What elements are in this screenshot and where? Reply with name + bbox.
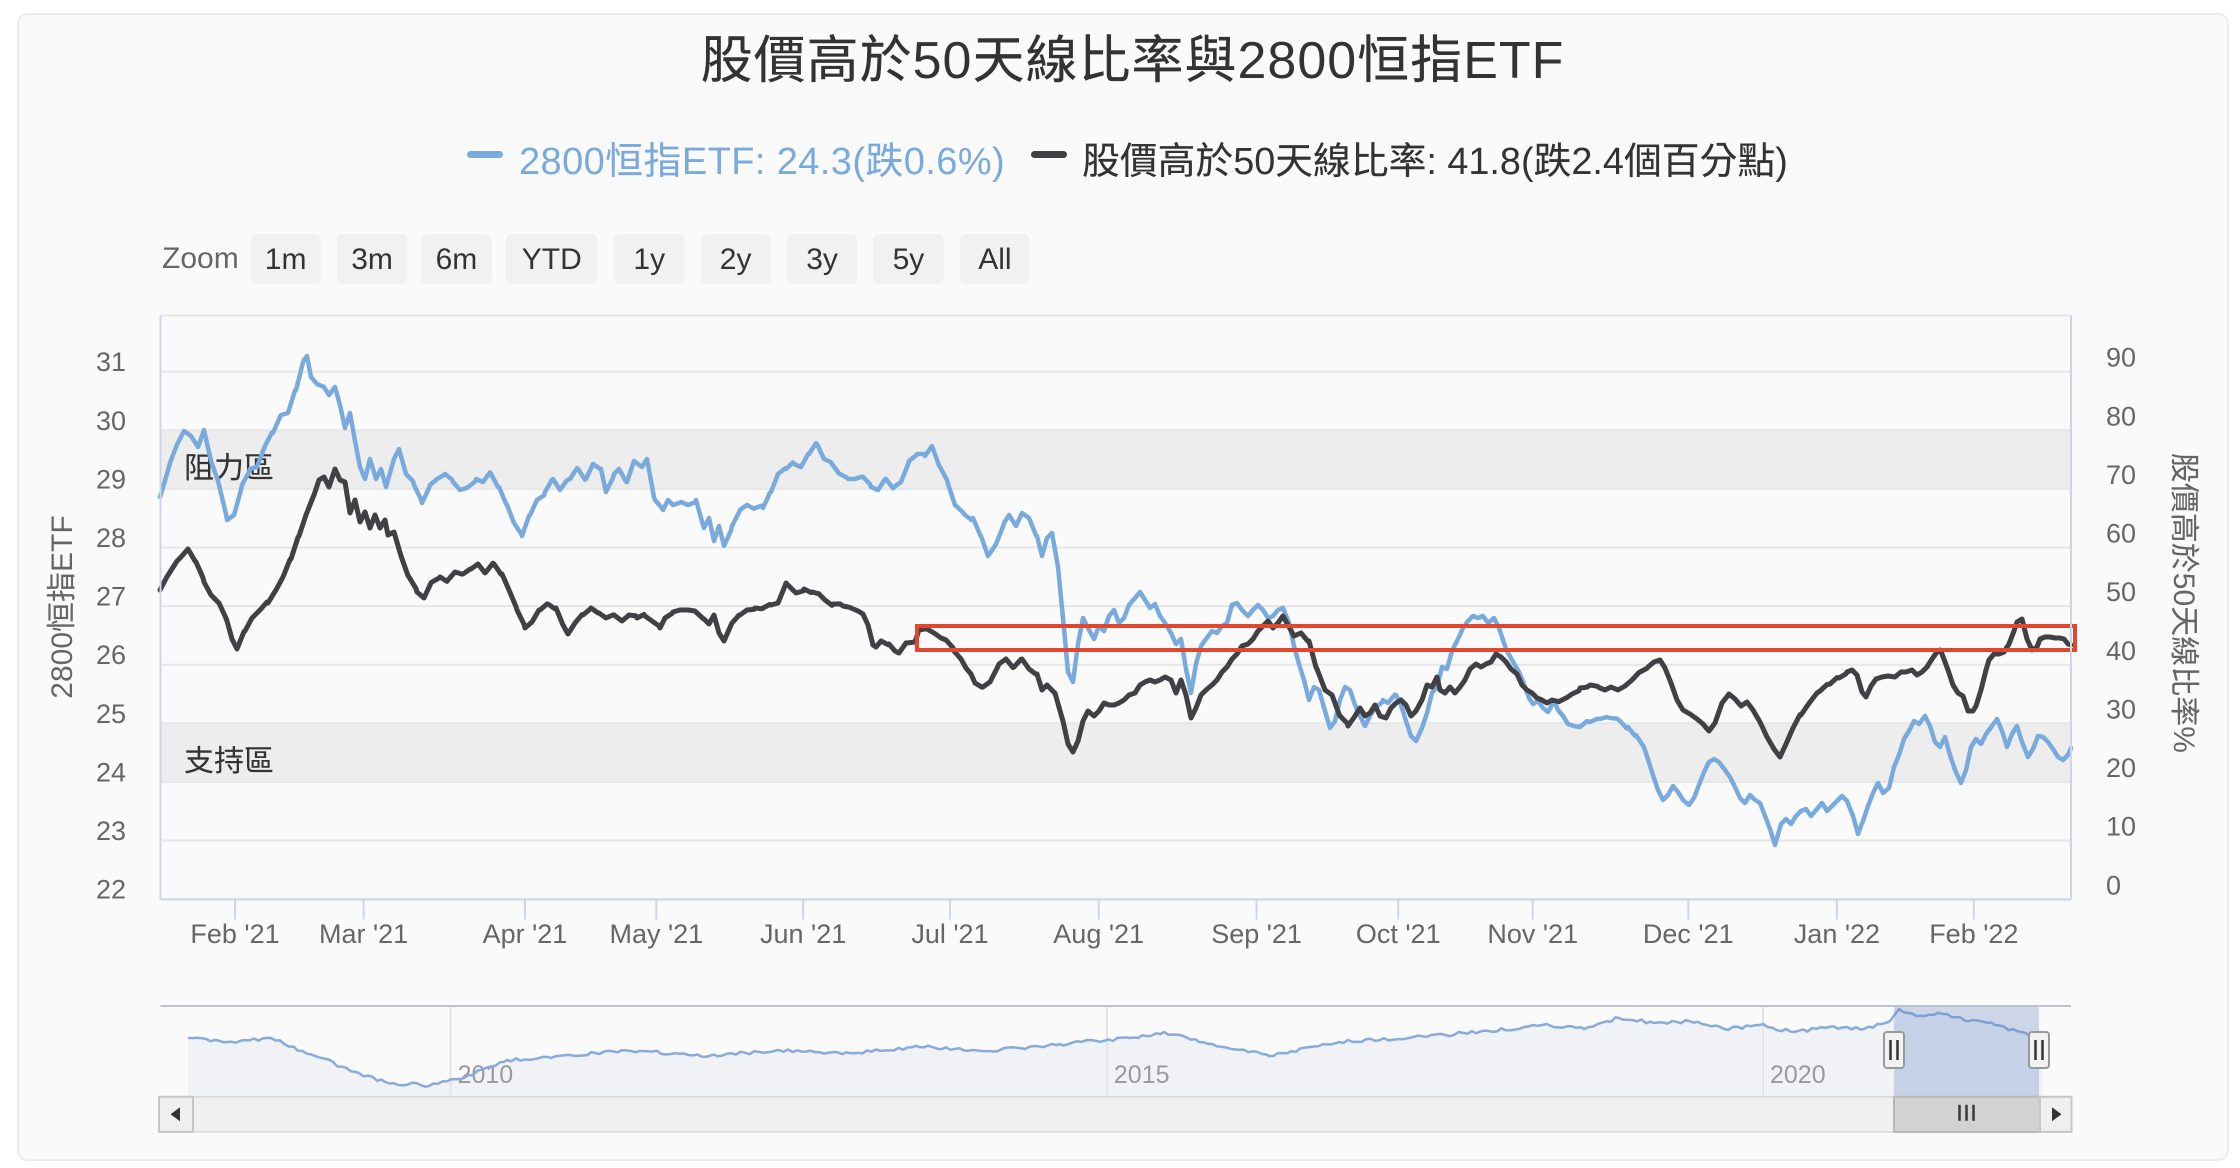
svg-text:3m: 3m — [351, 243, 393, 276]
svg-text:2015: 2015 — [1114, 1061, 1170, 1089]
svg-text:70: 70 — [2106, 460, 2136, 490]
svg-text:Mar '21: Mar '21 — [319, 919, 408, 949]
svg-text:Jul '21: Jul '21 — [911, 919, 988, 949]
svg-text:40: 40 — [2106, 636, 2136, 666]
svg-text:80: 80 — [2106, 401, 2136, 431]
svg-text:0: 0 — [2106, 870, 2121, 900]
svg-text:Dec '21: Dec '21 — [1643, 919, 1734, 949]
svg-text:2800: 2800 — [46, 632, 79, 699]
svg-text:1m: 1m — [265, 243, 307, 276]
svg-text:2y: 2y — [720, 243, 752, 276]
svg-text:Jun '21: Jun '21 — [760, 919, 846, 949]
svg-text:: 41.8(: : 41.8( — [1426, 141, 1534, 183]
svg-text:Jan '22: Jan '22 — [1794, 919, 1880, 949]
svg-text:50: 50 — [2106, 577, 2136, 607]
svg-text:2010: 2010 — [458, 1061, 514, 1089]
svg-text:Aug '21: Aug '21 — [1053, 919, 1144, 949]
svg-text:28: 28 — [96, 523, 126, 553]
svg-text:90: 90 — [2106, 343, 2136, 373]
svg-text:): ) — [1775, 141, 1788, 183]
svg-text:50: 50 — [1233, 141, 1275, 183]
svg-text:3y: 3y — [806, 243, 838, 276]
svg-text:Feb '21: Feb '21 — [190, 919, 279, 949]
svg-text:50: 50 — [2167, 573, 2200, 606]
svg-text:31: 31 — [96, 347, 126, 377]
svg-text:29: 29 — [96, 464, 126, 494]
svg-text:Zoom: Zoom — [162, 242, 239, 275]
svg-text:25: 25 — [96, 699, 126, 729]
svg-text:Nov '21: Nov '21 — [1487, 919, 1578, 949]
svg-text:23: 23 — [96, 816, 126, 846]
svg-text:50: 50 — [913, 32, 973, 90]
svg-text:2800: 2800 — [1238, 32, 1358, 90]
svg-text:26: 26 — [96, 640, 126, 670]
svg-text:6m: 6m — [436, 243, 478, 276]
svg-text:2800: 2800 — [519, 141, 605, 183]
svg-text:27: 27 — [96, 582, 126, 612]
svg-text:All: All — [978, 243, 1011, 276]
svg-text:May '21: May '21 — [610, 919, 704, 949]
svg-text:5y: 5y — [893, 243, 925, 276]
svg-text:22: 22 — [96, 875, 126, 905]
svg-text:ETF: ETF — [1463, 32, 1564, 90]
svg-text:YTD: YTD — [522, 243, 582, 276]
svg-text:%: % — [2167, 726, 2200, 753]
svg-text:Feb '22: Feb '22 — [1929, 919, 2018, 949]
svg-text:1y: 1y — [633, 243, 665, 276]
svg-text:60: 60 — [2106, 519, 2136, 549]
svg-text:24: 24 — [96, 757, 126, 787]
svg-text:Oct '21: Oct '21 — [1356, 919, 1441, 949]
svg-text:30: 30 — [2106, 694, 2136, 724]
svg-text:2.4: 2.4 — [1571, 141, 1624, 183]
svg-text:10: 10 — [2106, 812, 2136, 842]
svg-text:20: 20 — [2106, 753, 2136, 783]
svg-text:2020: 2020 — [1770, 1061, 1826, 1089]
svg-text:0.6%): 0.6%) — [904, 141, 1005, 183]
svg-text:30: 30 — [96, 406, 126, 436]
svg-text:ETF: ETF — [46, 515, 79, 572]
svg-text:Sep '21: Sep '21 — [1211, 919, 1302, 949]
svg-text:Apr '21: Apr '21 — [483, 919, 568, 949]
svg-text:ETF: 24.3(: ETF: 24.3( — [682, 141, 866, 183]
